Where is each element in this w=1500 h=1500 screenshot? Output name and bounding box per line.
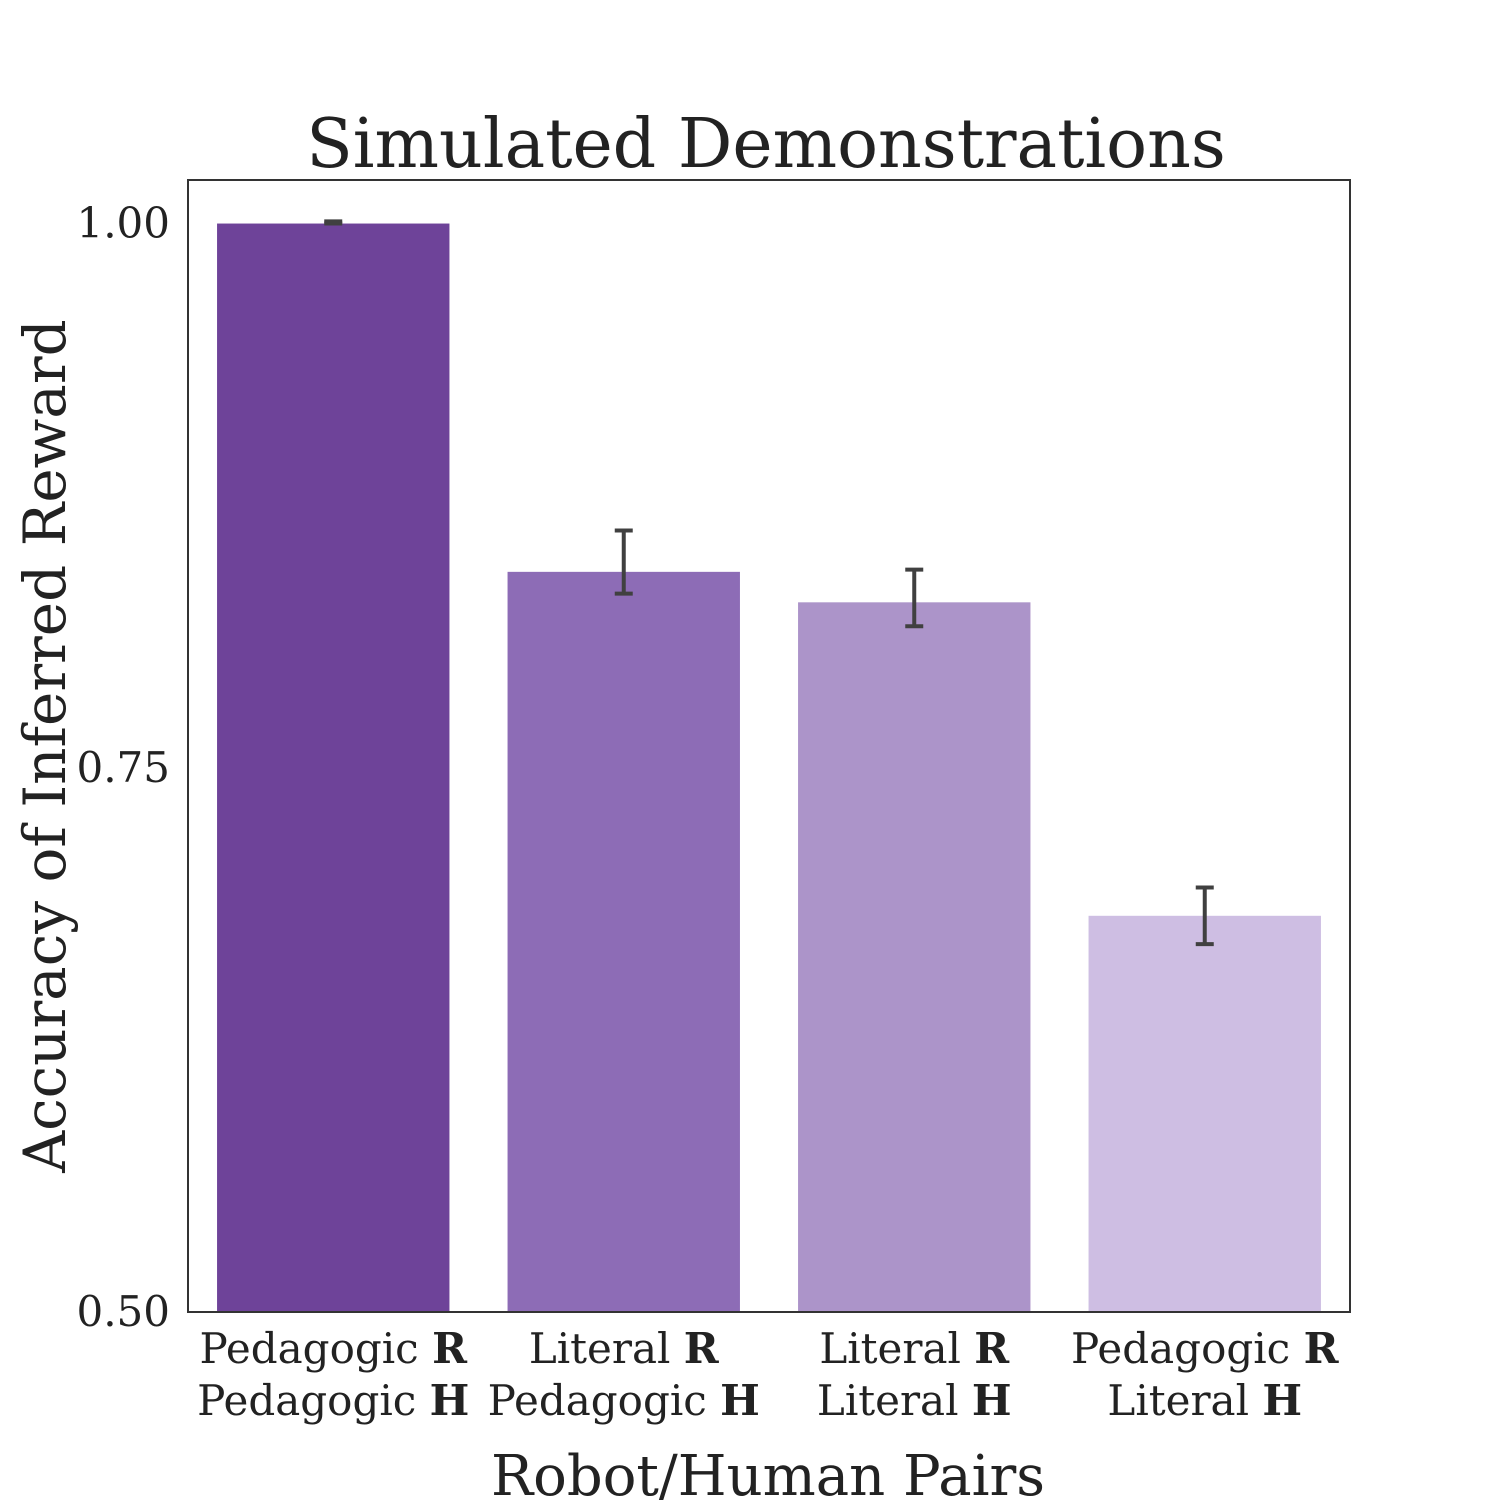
x-tick-label: Literal R <box>819 1324 1010 1373</box>
bars-layer <box>217 223 1321 1313</box>
bar <box>507 571 740 1312</box>
x-tick-label: Pedagogic H <box>197 1376 469 1425</box>
bar <box>798 602 1031 1312</box>
error-bar <box>614 528 633 596</box>
y-axis-label: Accuracy of Inferred Reward <box>11 319 79 1174</box>
error-bar <box>905 567 924 629</box>
chart-title: Simulated Demonstrations <box>306 105 1226 184</box>
y-tick-label: 1.00 <box>76 199 170 248</box>
x-tick-label: Pedagogic R <box>1071 1324 1340 1373</box>
plot-frame <box>187 179 1351 1313</box>
x-tick-label: Pedagogic H <box>488 1376 760 1425</box>
x-tick-label: Literal R <box>529 1324 720 1373</box>
x-axis-label: Robot/Human Pairs <box>491 1444 1045 1500</box>
bar <box>217 223 450 1313</box>
error-bar <box>324 219 343 226</box>
x-tick-label: Literal H <box>1107 1376 1302 1425</box>
y-ticks-layer: 0.50 0.75 1.00 <box>76 199 170 1336</box>
y-tick-label: 0.50 <box>76 1287 170 1336</box>
error-bars-layer <box>324 219 1214 947</box>
x-tick-label: Pedagogic R <box>200 1324 469 1373</box>
error-bar <box>1195 885 1214 947</box>
x-tick-label: Literal H <box>817 1376 1012 1425</box>
y-tick-label: 0.75 <box>76 743 170 792</box>
bar <box>1088 915 1321 1312</box>
